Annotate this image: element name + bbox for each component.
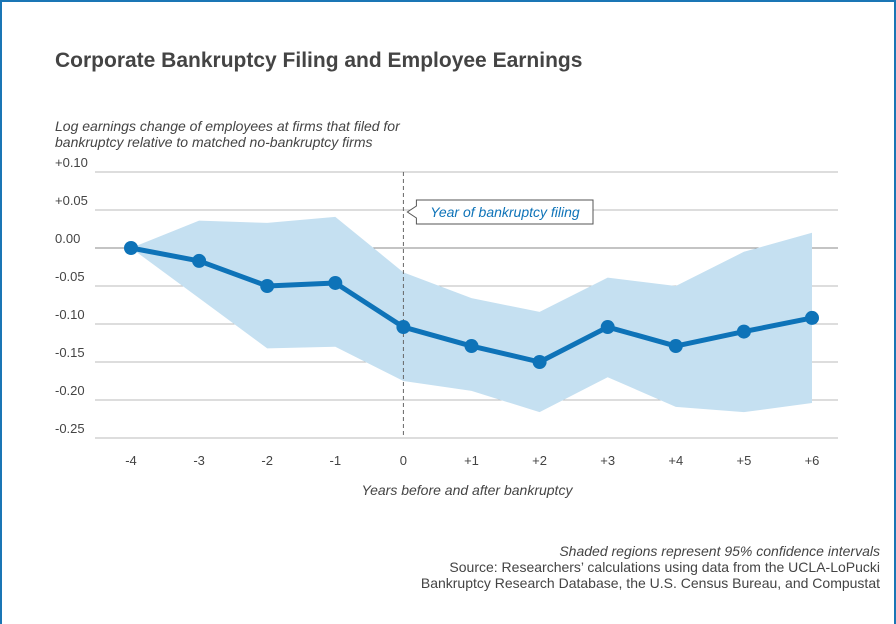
point xyxy=(124,241,138,255)
x-tick-label: -1 xyxy=(330,453,342,468)
source: Bankruptcy Research Database, the U.S. C… xyxy=(421,575,880,591)
y-axis-label: bankruptcy relative to matched no-bankru… xyxy=(55,134,372,150)
y-tick-label: +0.10 xyxy=(55,155,88,170)
y-tick-label: -0.15 xyxy=(55,345,85,360)
x-axis-label: Years before and after bankruptcy xyxy=(362,482,574,498)
point xyxy=(736,324,751,339)
x-tick-label: +1 xyxy=(464,453,479,468)
y-tick-label: -0.10 xyxy=(55,307,85,322)
y-tick-label: -0.20 xyxy=(55,383,85,398)
point xyxy=(260,279,275,293)
x-tick-label: -4 xyxy=(125,453,137,468)
point xyxy=(192,253,207,268)
y-tick-label: -0.25 xyxy=(55,421,85,436)
point xyxy=(805,310,819,325)
source: Source: Researchers’ calculations using … xyxy=(449,559,880,575)
y-tick-label: -0.05 xyxy=(55,269,85,284)
x-tick-label: +5 xyxy=(736,453,751,468)
chart-title: Corporate Bankruptcy Filing and Employee… xyxy=(55,49,582,72)
point xyxy=(328,275,343,290)
point xyxy=(396,320,411,335)
confidence-band xyxy=(131,216,812,413)
x-tick-label: +3 xyxy=(600,453,615,468)
annotation-box xyxy=(406,199,594,225)
point xyxy=(464,339,479,354)
x-tick-label: +6 xyxy=(805,453,820,468)
point xyxy=(532,355,547,369)
y-axis-label: Log earnings change of employees at firm… xyxy=(55,118,401,134)
annotation: Year of bankruptcy filing xyxy=(430,204,580,220)
x-tick-label: -3 xyxy=(193,453,205,468)
y-tick-label: +0.05 xyxy=(55,193,88,208)
y-tick-label: 0.00 xyxy=(55,231,80,246)
x-tick-label: +2 xyxy=(532,453,547,468)
point xyxy=(600,320,615,335)
note: Shaded regions represent 95% confidence … xyxy=(559,543,880,559)
x-tick-label: +4 xyxy=(668,453,683,468)
point xyxy=(668,339,683,354)
x-tick-label: -2 xyxy=(261,453,273,468)
x-tick-label: 0 xyxy=(400,453,407,468)
